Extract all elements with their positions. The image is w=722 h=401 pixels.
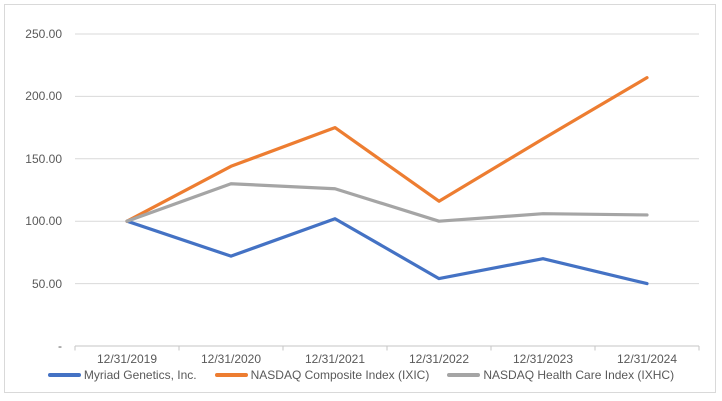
x-axis-label: 12/31/2021 — [304, 352, 366, 366]
y-axis-label: 100.00 — [25, 214, 62, 228]
x-axis-label: 12/31/2023 — [512, 352, 574, 366]
legend-line-swatch-icon — [214, 373, 248, 377]
x-axis-label: 12/31/2022 — [408, 352, 470, 366]
chart-frame — [4, 4, 716, 393]
y-axis-label: - — [58, 339, 62, 353]
legend-line-swatch-icon — [47, 373, 81, 377]
legend-label: NASDAQ Health Care Index (IXHC) — [483, 368, 675, 382]
legend-item-nasdaq-composite: NASDAQ Composite Index (IXIC) — [214, 368, 430, 382]
x-axis-label: 12/31/2019 — [96, 352, 158, 366]
y-axis-label: 250.00 — [25, 27, 62, 41]
x-axis-label: 12/31/2024 — [616, 352, 678, 366]
legend: Myriad Genetics, Inc. NASDAQ Composite I… — [0, 368, 722, 382]
y-axis-label: 150.00 — [25, 152, 62, 166]
x-axis-label: 12/31/2020 — [200, 352, 262, 366]
legend-line-swatch-icon — [447, 373, 481, 377]
y-axis-label: 200.00 — [25, 89, 62, 103]
legend-label: NASDAQ Composite Index (IXIC) — [250, 368, 430, 382]
legend-item-myriad-genetics: Myriad Genetics, Inc. — [47, 368, 197, 382]
y-axis-label: 50.00 — [31, 277, 62, 291]
legend-item-nasdaq-health-care: NASDAQ Health Care Index (IXHC) — [447, 368, 674, 382]
legend-label: Myriad Genetics, Inc. — [83, 368, 197, 382]
